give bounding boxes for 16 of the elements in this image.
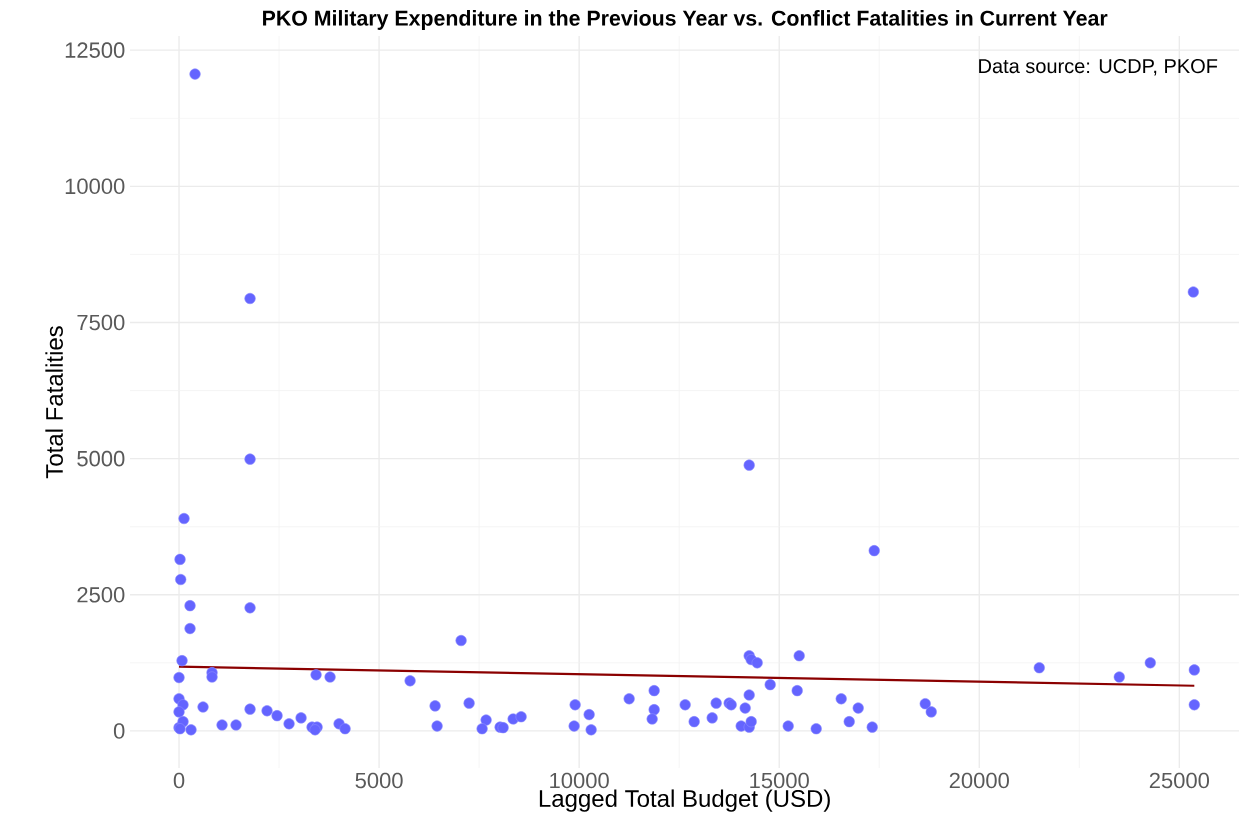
annotation: Data source: UCDP, PKOF [979,58,1218,76]
chart-title: PKO Military Expenditure in the Previous Year vs. Conflict Fatalities in Current Year [263,10,1108,30]
y-tick-label: 2500 [77,586,125,603]
x-tick-label: 5000 [355,772,403,789]
x-tick-label: 10000 [550,772,609,789]
x-axis-title: Lagged Total Budget (USD) [539,789,830,812]
y-tick-label: 10000 [65,178,125,195]
y-axis-title: Total Fatalities [45,326,63,479]
y-tick-label: 12500 [65,42,125,58]
y-tick-label: 0 [113,723,125,739]
x-tick-label: 0 [173,772,185,789]
y-tick-label: 7500 [77,314,125,331]
x-tick-label: 20000 [949,772,1009,789]
x-tick-label: 15000 [750,772,809,789]
x-tick-label: 25000 [1149,772,1210,789]
y-tick-label: 5000 [77,450,125,467]
